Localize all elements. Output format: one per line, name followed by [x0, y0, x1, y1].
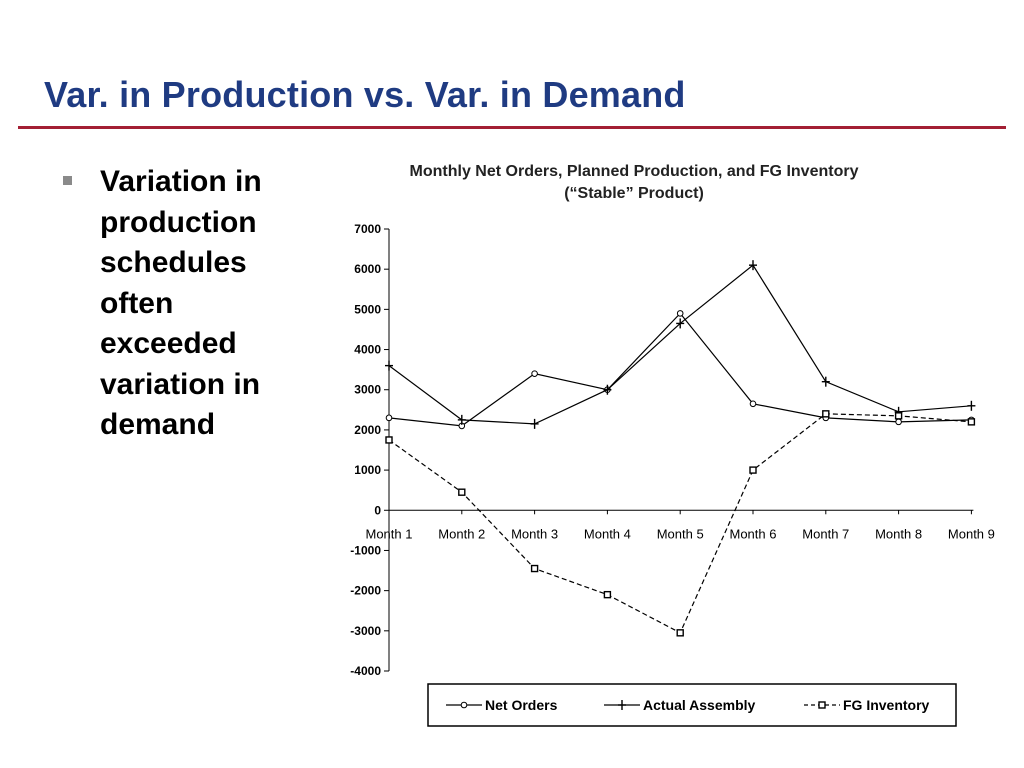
data-point	[676, 318, 685, 329]
data-point	[530, 418, 539, 429]
x-tick-label: Month 8	[875, 526, 922, 541]
y-tick-label: 4000	[354, 343, 381, 357]
data-point	[967, 400, 976, 411]
data-point	[458, 488, 466, 496]
y-tick-label: 6000	[354, 262, 381, 276]
legend-marker	[618, 700, 626, 710]
x-tick-label: Month 7	[802, 526, 849, 541]
series-line	[388, 312, 972, 427]
chart-axes: 7000 6000 5000 4000 3000 2000 1000 0 -1000 -2000 -…	[350, 222, 995, 678]
legend-item: Net Orders	[446, 697, 558, 713]
legend-marker	[818, 701, 826, 709]
data-point	[821, 376, 830, 387]
data-point	[749, 466, 757, 474]
slide-title: Var. in Production vs. Var. in Demand	[44, 74, 686, 115]
x-tick-label: Month 3	[511, 526, 558, 541]
data-point	[676, 629, 684, 637]
legend-label: Net Orders	[485, 697, 558, 713]
chart-title: Monthly Net Orders, Planned Production, …	[410, 163, 859, 180]
data-point	[603, 384, 612, 395]
data-point	[749, 400, 757, 408]
y-tick-label: 0	[374, 503, 381, 517]
legend-item: FG Inventory	[804, 697, 930, 713]
bullet-text: Variation in production schedules often …	[100, 165, 262, 441]
y-tick-label: 7000	[354, 222, 381, 236]
y-tick-label: 2000	[354, 423, 381, 437]
data-point	[530, 564, 539, 573]
x-tick-label: Month 9	[948, 526, 995, 541]
x-tick-label: Month 1	[366, 526, 413, 541]
chart-lines	[385, 260, 976, 637]
legend-label: FG Inventory	[843, 697, 930, 713]
y-tick-label: 1000	[354, 463, 381, 477]
x-tick-label: Month 6	[730, 526, 777, 541]
series-line	[388, 413, 972, 634]
data-point	[385, 436, 393, 444]
y-tick-label: -4000	[350, 664, 381, 678]
data-point	[385, 360, 393, 371]
data-point	[385, 414, 393, 422]
y-tick-label: -2000	[350, 584, 381, 598]
legend-item: Actual Assembly	[604, 697, 756, 713]
y-tick-label: -1000	[350, 543, 381, 557]
data-point	[676, 310, 684, 317]
series-fg-inventory	[385, 410, 976, 637]
data-point	[749, 260, 757, 271]
y-tick-label: 3000	[354, 383, 381, 397]
legend-box	[427, 683, 957, 727]
chart-legend: Net Orders Actual Assembly FG Inventory	[427, 683, 957, 727]
bullet-square-icon	[63, 176, 72, 185]
data-point	[894, 412, 903, 420]
data-point	[967, 418, 976, 426]
data-point	[603, 590, 612, 599]
y-tick-label: -3000	[350, 624, 381, 638]
data-point	[895, 418, 902, 426]
x-tick-label: Month 4	[584, 526, 631, 541]
y-tick-label: 5000	[354, 302, 381, 316]
legend-label: Actual Assembly	[643, 697, 756, 713]
data-point	[457, 414, 466, 425]
data-point	[531, 370, 538, 377]
title-divider	[18, 126, 1006, 129]
series-actual-assembly	[385, 260, 976, 429]
chart-subtitle: (“Stable” Product)	[564, 185, 704, 202]
legend-marker	[460, 701, 468, 709]
series-line	[388, 264, 972, 425]
x-tick-label: Month 2	[438, 526, 485, 541]
data-point	[822, 410, 830, 418]
x-tick-label: Month 5	[657, 526, 704, 541]
